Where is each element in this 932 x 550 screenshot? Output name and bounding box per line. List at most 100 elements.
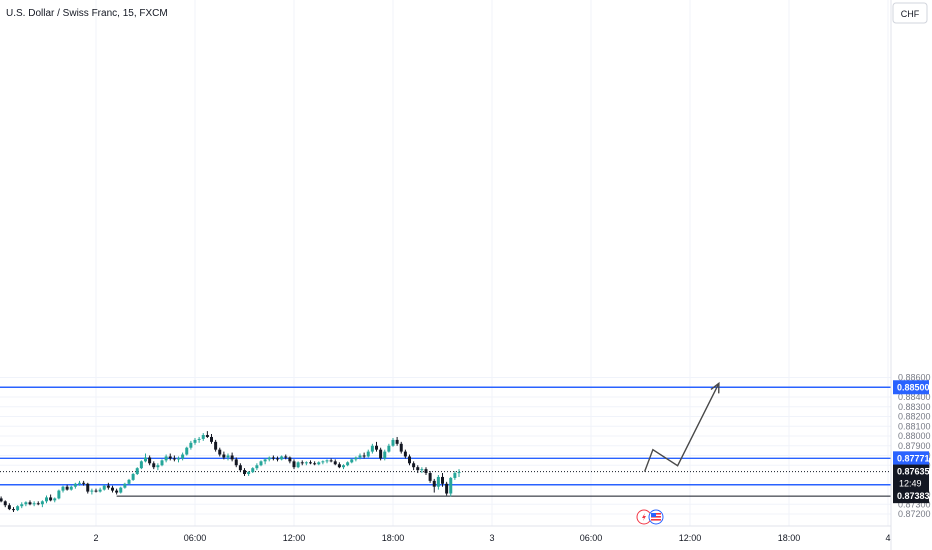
candle-body [12, 509, 15, 511]
x-tick-label: 18:00 [778, 533, 801, 543]
candle [152, 461, 156, 470]
projection-arrow[interactable] [643, 381, 720, 472]
candle [366, 449, 370, 458]
candle [362, 452, 366, 459]
candle [20, 502, 24, 509]
candle [111, 485, 114, 493]
candle-body [247, 472, 251, 475]
candle [251, 467, 255, 474]
candle-body [172, 458, 176, 460]
candle-body [94, 490, 98, 492]
candle [449, 476, 453, 497]
candle [300, 460, 304, 466]
x-tick-label: 06:00 [580, 533, 603, 543]
candle-body [210, 436, 213, 442]
candle [313, 461, 317, 466]
candle-body [69, 486, 73, 490]
candle [210, 434, 213, 444]
y-tick-label: 0.88000 [898, 431, 931, 441]
candle-body [395, 439, 399, 444]
candle [304, 461, 308, 466]
candle-body [379, 449, 383, 459]
x-tick-label: 12:00 [283, 533, 306, 543]
candle [189, 440, 193, 450]
candle-body [358, 455, 362, 458]
candle [342, 464, 345, 470]
candle-body [49, 497, 53, 501]
candle [333, 459, 337, 466]
candle [168, 453, 172, 461]
candle [420, 467, 424, 474]
x-tick-label: 3 [489, 533, 494, 543]
candle-body [28, 502, 32, 505]
candle-body [164, 456, 168, 461]
candle [247, 471, 251, 476]
candle [317, 461, 321, 466]
candle-body [32, 503, 36, 505]
candle [337, 462, 341, 469]
badge-marker-0.87383-bg [893, 489, 929, 504]
candle-body [399, 443, 403, 452]
candle-body [98, 489, 102, 492]
candle [98, 487, 102, 493]
candle-body [424, 469, 428, 474]
candle [53, 497, 57, 503]
candle-body [111, 487, 114, 491]
candle-body [65, 486, 69, 490]
candle-body [16, 506, 20, 511]
candle-body [131, 474, 135, 480]
x-tick-label: 12:00 [679, 533, 702, 543]
candle [350, 458, 354, 464]
candle [0, 496, 3, 503]
candle [238, 463, 242, 473]
candle-body [304, 462, 308, 464]
candle [102, 484, 106, 491]
candle-body [177, 458, 180, 460]
candle [94, 488, 98, 493]
us-flag-icon[interactable] [648, 509, 664, 525]
candle [197, 436, 201, 443]
y-tick-label: 0.87200 [898, 509, 931, 519]
candle-body [168, 456, 172, 459]
candle-body [160, 460, 164, 466]
candle [160, 459, 164, 467]
candle-body [234, 459, 238, 466]
currency-button[interactable]: CHF [892, 2, 928, 24]
candle [127, 478, 131, 485]
candle-body [57, 490, 61, 499]
candle [28, 500, 32, 506]
candle-body [193, 439, 197, 443]
candle-body [391, 439, 395, 446]
candle-body [321, 461, 325, 463]
candle [453, 471, 457, 480]
candle [263, 458, 267, 465]
candle [383, 449, 387, 461]
candle-body [370, 445, 374, 452]
candle-body [403, 451, 407, 457]
candle [329, 458, 333, 463]
candle [271, 455, 275, 461]
candle-body [449, 477, 453, 494]
candle [131, 473, 135, 481]
projection-path [643, 383, 720, 472]
candle-body [263, 459, 267, 462]
candle [201, 433, 205, 441]
candle-body [313, 463, 317, 465]
event-icons[interactable] [636, 509, 664, 525]
y-tick-label: 0.88200 [898, 412, 931, 422]
candle-body [309, 462, 312, 464]
candle [441, 473, 444, 487]
candle-body [238, 465, 242, 471]
candle [288, 456, 292, 464]
time-axis[interactable]: 2 06:00 12:00 18:00 3 06:00 12:00 18:00 4 [93, 533, 890, 543]
candle-body [329, 460, 333, 462]
badge-current-price-label: 0.87635 [897, 467, 930, 477]
badge-marker-0.87383-label: 0.87383 [897, 491, 930, 501]
y-tick-label: 0.88100 [898, 421, 931, 431]
candle [358, 453, 362, 460]
candle-body [346, 462, 350, 466]
candle [457, 469, 461, 477]
candle-body [408, 456, 411, 464]
